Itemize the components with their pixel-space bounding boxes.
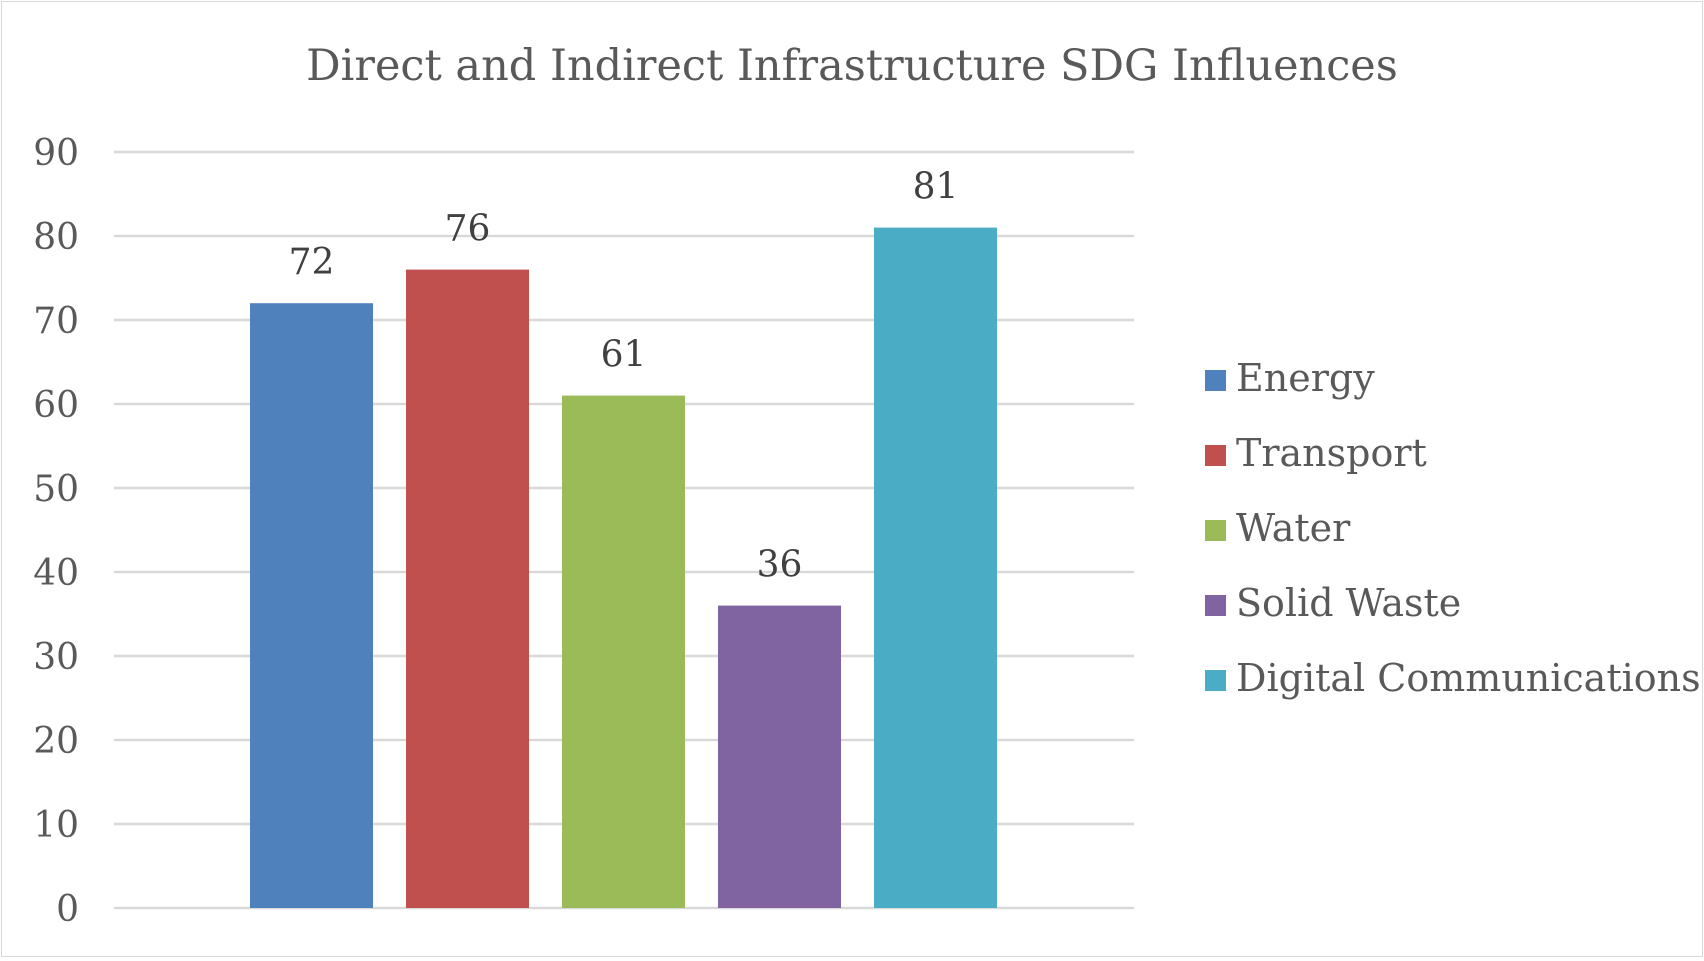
y-tick-label: 40 bbox=[33, 553, 79, 594]
bar-digital-communications bbox=[874, 227, 997, 909]
data-labels: 72 76 61 36 81 bbox=[289, 167, 959, 586]
legend-label: Digital Communications bbox=[1236, 656, 1701, 700]
y-tick-label: 20 bbox=[33, 721, 79, 762]
legend-label: Solid Waste bbox=[1236, 581, 1461, 625]
bar-water bbox=[562, 395, 685, 909]
bar-solid-waste bbox=[718, 605, 841, 908]
y-tick-label: 80 bbox=[33, 217, 79, 258]
y-tick-label: 60 bbox=[33, 385, 79, 426]
legend-swatch bbox=[1205, 670, 1226, 691]
y-tick-label: 70 bbox=[33, 301, 79, 342]
y-axis-ticks: 0 10 20 30 40 50 60 70 80 90 bbox=[33, 133, 79, 930]
legend-swatch bbox=[1205, 445, 1226, 466]
legend-label: Energy bbox=[1236, 356, 1375, 400]
data-label: 61 bbox=[601, 335, 647, 376]
chart-title: Direct and Indirect Infrastructure SDG I… bbox=[306, 41, 1398, 91]
bars bbox=[250, 227, 997, 909]
y-tick-label: 10 bbox=[33, 805, 79, 846]
legend-swatch bbox=[1205, 520, 1226, 541]
y-tick-label: 50 bbox=[33, 469, 79, 510]
data-label: 72 bbox=[289, 242, 335, 283]
bar-transport bbox=[406, 269, 529, 909]
legend-swatch bbox=[1205, 595, 1226, 616]
y-tick-label: 0 bbox=[56, 889, 79, 930]
legend: Energy Transport Water Solid Waste Digital C… bbox=[1205, 356, 1701, 700]
legend-label: Transport bbox=[1236, 431, 1427, 475]
y-tick-label: 90 bbox=[33, 133, 79, 174]
data-label: 76 bbox=[445, 209, 491, 250]
data-label: 36 bbox=[757, 545, 803, 586]
y-tick-label: 30 bbox=[33, 637, 79, 678]
data-label: 81 bbox=[913, 167, 959, 208]
legend-swatch bbox=[1205, 370, 1226, 391]
bar-energy bbox=[250, 303, 373, 908]
legend-label: Water bbox=[1236, 506, 1351, 550]
